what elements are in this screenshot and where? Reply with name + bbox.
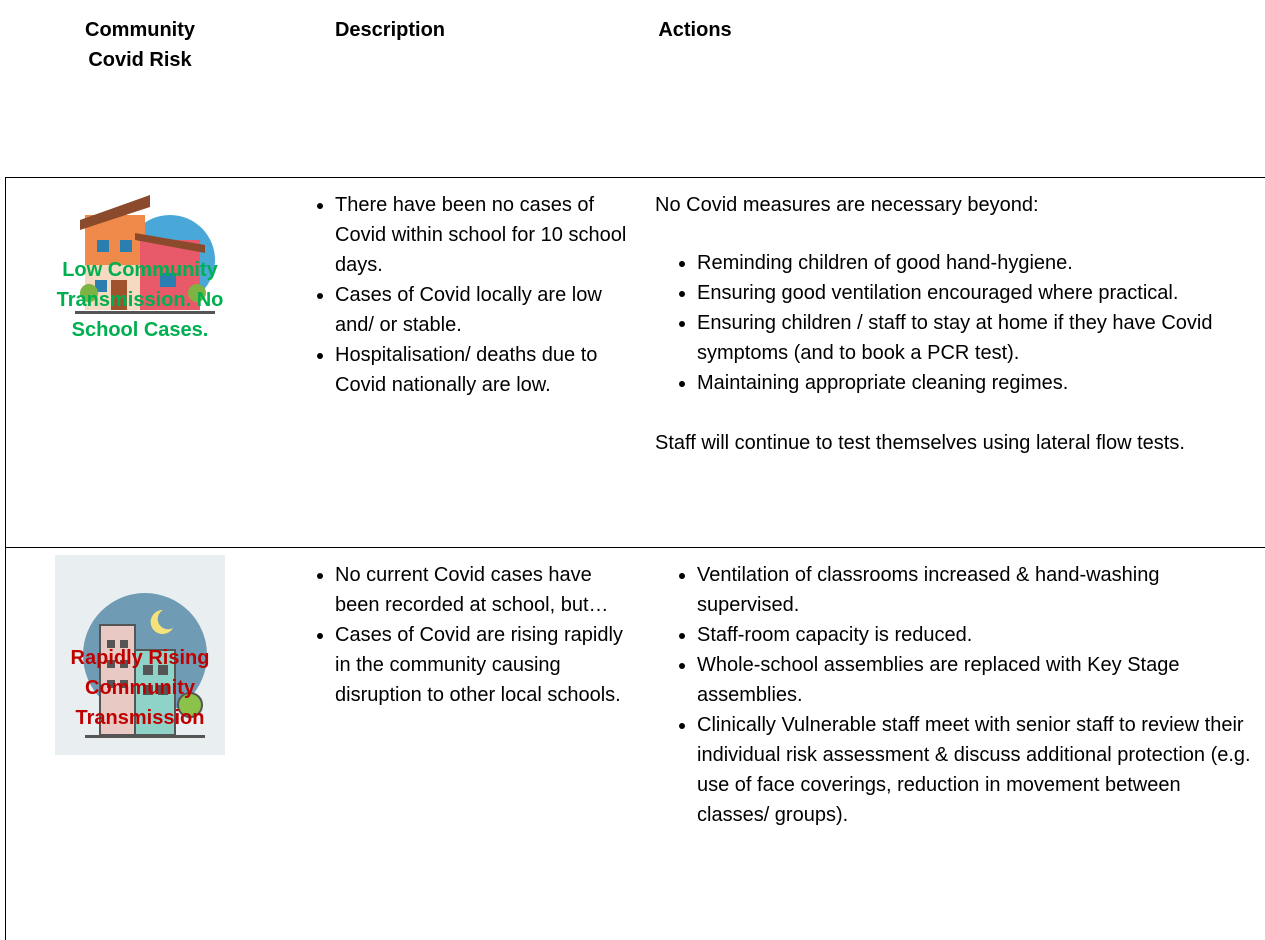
action-item: Ensuring children / staff to stay at hom…: [697, 308, 1255, 368]
row-border: [5, 547, 1265, 548]
action-item: Staff-room capacity is reduced.: [697, 620, 1255, 650]
actions: Ventilation of classrooms increased & ha…: [655, 560, 1255, 830]
actions: No Covid measures are necessary beyond: R…: [655, 190, 1255, 458]
description-item: No current Covid cases have been recorde…: [335, 560, 633, 620]
description-list: There have been no cases of Covid within…: [293, 190, 633, 400]
risk-level: Low Community Transmission. No School Ca…: [56, 259, 224, 341]
table-border: [5, 177, 6, 940]
city-illustration: [55, 555, 225, 755]
action-item: Ensuring good ventilation encouraged whe…: [697, 278, 1255, 308]
actions-list: Reminding children of good hand-hygiene.…: [655, 248, 1255, 398]
actions-outro: Staff will continue to test themselves u…: [655, 432, 1185, 454]
actions-intro: No Covid measures are necessary beyond:: [655, 194, 1039, 216]
row-border: [5, 177, 1265, 178]
actions-list: Ventilation of classrooms increased & ha…: [655, 560, 1255, 830]
column-header: Description: [334, 19, 446, 41]
action-item: Whole-school assemblies are replaced wit…: [697, 650, 1255, 710]
column-header: Community Covid Risk: [85, 19, 195, 71]
description-list: No current Covid cases have been recorde…: [293, 560, 633, 710]
column-header: Actions: [658, 19, 732, 41]
action-item: Maintaining appropriate cleaning regimes…: [697, 368, 1255, 398]
description-item: Hospitalisation/ deaths due to Covid nat…: [335, 340, 633, 400]
action-item: Reminding children of good hand-hygiene.: [697, 248, 1255, 278]
description: No current Covid cases have been recorde…: [293, 560, 633, 710]
action-item: Clinically Vulnerable staff meet with se…: [697, 710, 1255, 830]
description: There have been no cases of Covid within…: [293, 190, 633, 400]
description-item: There have been no cases of Covid within…: [335, 190, 633, 280]
description-item: Cases of Covid locally are low and/ or s…: [335, 280, 633, 340]
description-item: Cases of Covid are rising rapidly in the…: [335, 620, 633, 710]
action-item: Ventilation of classrooms increased & ha…: [697, 560, 1255, 620]
house-illustration: [75, 195, 215, 314]
risk-level: Rapidly Rising Community Transmission: [70, 647, 210, 729]
